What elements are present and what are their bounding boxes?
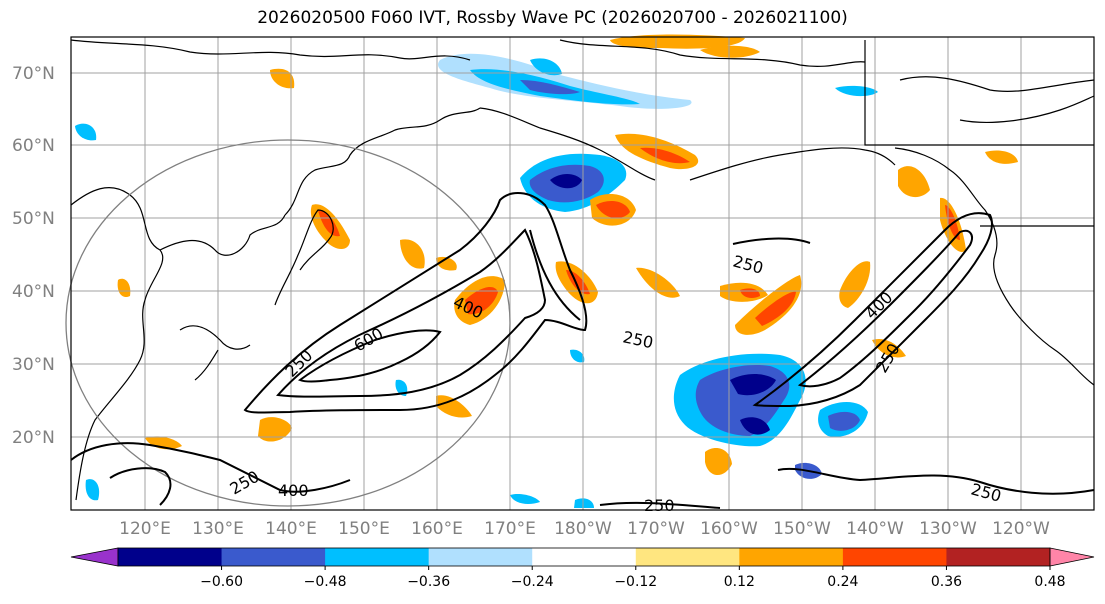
anomaly-blob	[318, 209, 340, 237]
lon-label: 160°W	[700, 519, 758, 539]
colorbar-swatch	[325, 548, 430, 566]
lat-label-30n: 30°N	[12, 355, 55, 375]
colorbar-tick-label: −0.60	[200, 574, 243, 590]
region-circle	[65, 139, 511, 507]
anomaly-blob	[550, 174, 582, 189]
anomaly-blob	[735, 275, 802, 335]
colorbar-swatch	[842, 548, 947, 566]
graticule	[71, 37, 1094, 510]
anomaly-blob	[574, 498, 594, 508]
anomaly-blob	[700, 45, 760, 58]
anomaly-blob	[898, 166, 930, 198]
anomaly-blob	[640, 147, 690, 164]
longitude-labels: 120°E 130°E 140°E 150°E 160°E 170°E 180°…	[119, 519, 1050, 539]
anomaly-blob	[828, 411, 860, 431]
anomaly-blob	[270, 68, 295, 89]
anomaly-blob	[755, 291, 796, 326]
anomaly-blob	[596, 200, 630, 219]
anomaly-blob	[258, 417, 292, 442]
contour-label: 250	[644, 496, 675, 515]
anomaly-fill	[75, 34, 1018, 508]
map-panel: 250 600 400 250 250 400 250 250 400 250 …	[65, 34, 1095, 515]
map-border	[70, 36, 1095, 511]
colorbar-swatch	[739, 548, 844, 566]
colorbar-tick-label: −0.36	[407, 574, 450, 590]
colorbar-swatch	[118, 548, 223, 566]
coastlines	[70, 39, 1095, 501]
lon-label: 180°W	[554, 519, 612, 539]
colorbar-border	[117, 547, 1051, 567]
anomaly-blob	[636, 267, 680, 298]
lon-label: 120°E	[119, 519, 171, 539]
colorbar-tick-label: 0.48	[1034, 574, 1065, 590]
colorbar-tick-label: −0.48	[304, 574, 347, 590]
lon-label: 130°E	[192, 519, 244, 539]
anomaly-blob	[85, 479, 100, 501]
anomaly-blob	[570, 349, 585, 363]
contour-label: 400	[278, 481, 309, 500]
colorbar: −0.60 −0.48 −0.36 −0.24 −0.12 0.12 0.24 0.36 0.4…	[70, 547, 1095, 590]
lon-label: 120°W	[992, 519, 1050, 539]
anomaly-blob	[705, 448, 732, 476]
ivt-contours	[70, 192, 1095, 509]
anomaly-blob	[530, 58, 562, 76]
colorbar-tick-label: 0.12	[724, 574, 755, 590]
anomaly-blob	[117, 278, 131, 298]
lat-label-70n: 70°N	[12, 64, 55, 84]
colorbar-tick-label: 0.24	[827, 574, 858, 590]
anomaly-blob	[436, 256, 457, 271]
anomaly-blob	[520, 80, 580, 95]
colorbar-extend-low	[70, 547, 119, 567]
lon-label: 170°E	[484, 519, 536, 539]
colorbar-tick-label: 0.36	[931, 574, 962, 590]
colorbar-swatch	[428, 548, 533, 566]
anomaly-blob	[610, 34, 745, 49]
anomaly-blob	[436, 395, 472, 418]
colorbar-tick-label: −0.12	[614, 574, 657, 590]
lat-label-50n: 50°N	[12, 209, 55, 229]
anomaly-blob	[400, 239, 425, 269]
anomaly-blob	[835, 85, 878, 97]
anomaly-blob	[75, 123, 97, 141]
anomaly-blob	[839, 261, 871, 308]
colorbar-swatch	[635, 548, 740, 566]
lon-label: 160°E	[411, 519, 463, 539]
lon-label: 150°E	[338, 519, 390, 539]
anomaly-blob	[740, 417, 770, 435]
anomaly-blob	[510, 493, 540, 504]
lat-label-20n: 20°N	[12, 428, 55, 448]
lon-label: 150°W	[773, 519, 831, 539]
lat-label-60n: 60°N	[12, 136, 55, 156]
anomaly-blob	[438, 53, 692, 109]
anomaly-blob	[730, 374, 776, 396]
anomaly-blob	[985, 150, 1018, 164]
anomaly-blob	[465, 286, 498, 315]
lat-label-40n: 40°N	[12, 282, 55, 302]
lon-label: 140°E	[265, 519, 317, 539]
colorbar-tick-label: −0.24	[511, 574, 554, 590]
lon-label: 140°W	[846, 519, 904, 539]
colorbar-swatch	[532, 548, 637, 566]
colorbar-swatch	[946, 548, 1051, 566]
lon-label: 170°W	[627, 519, 685, 539]
lon-label: 130°W	[919, 519, 977, 539]
map-title: 2026020500 F060 IVT, Rossby Wave PC (202…	[257, 8, 848, 28]
colorbar-swatch	[221, 548, 326, 566]
colorbar-extend-high	[1049, 547, 1095, 567]
latitude-labels: 70°N 60°N 50°N 40°N 30°N 20°N	[12, 64, 55, 448]
